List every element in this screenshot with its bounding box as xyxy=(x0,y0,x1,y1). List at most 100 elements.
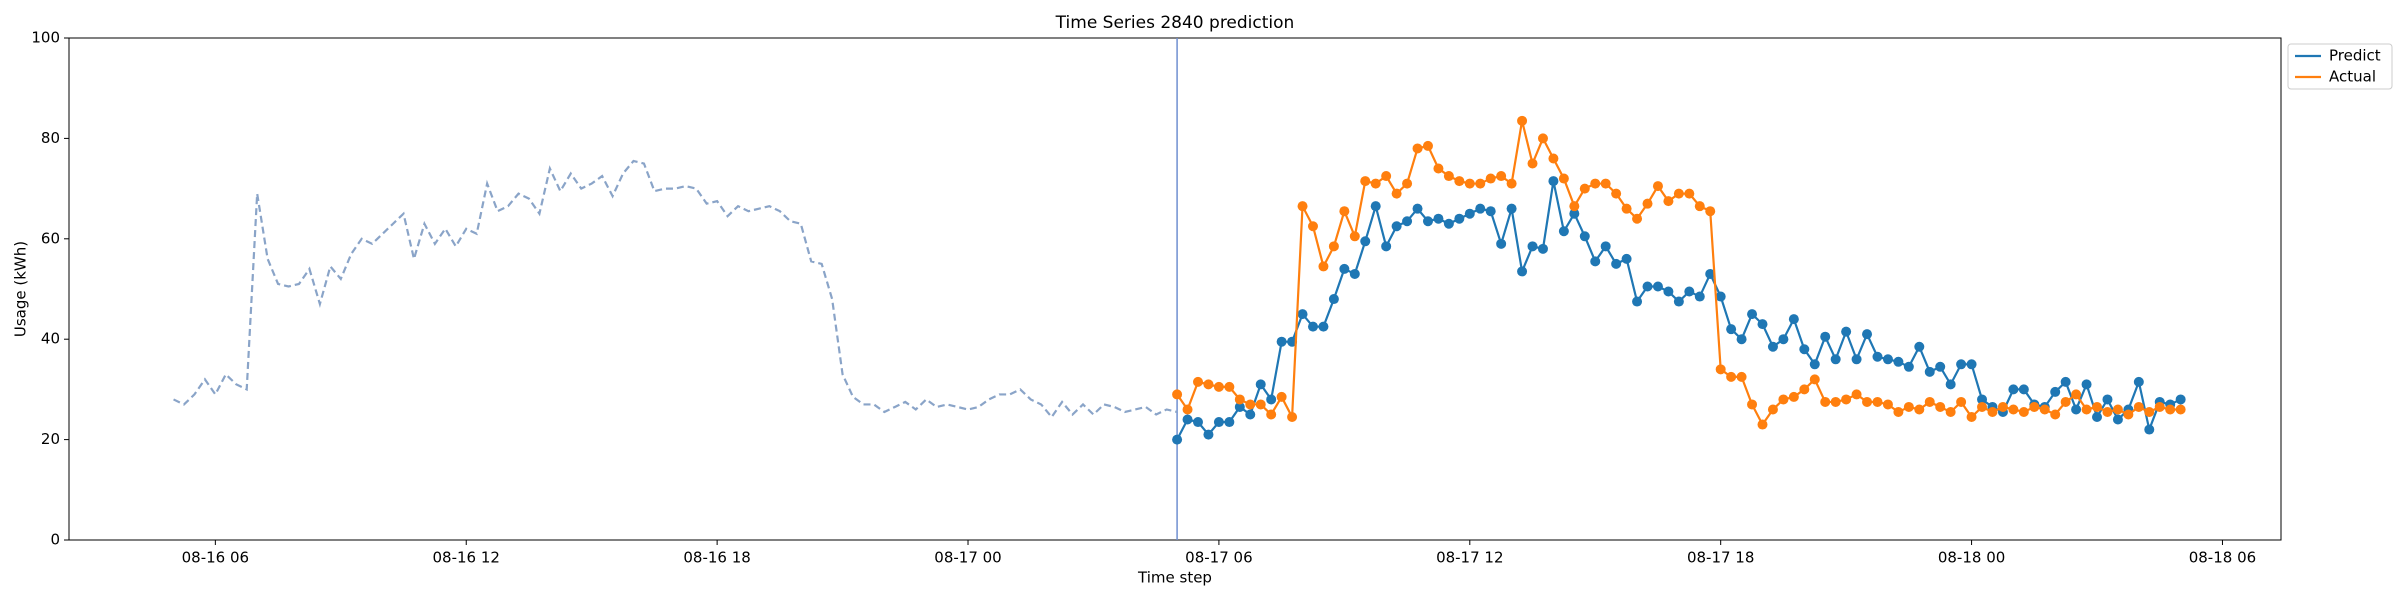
point xyxy=(1590,178,1601,189)
x-tick-label: 08-17 12 xyxy=(1436,549,1503,567)
point xyxy=(1412,143,1423,154)
point xyxy=(1820,331,1831,342)
point xyxy=(1276,336,1287,347)
point xyxy=(1799,384,1810,395)
point xyxy=(1914,404,1925,415)
point xyxy=(1590,256,1601,267)
point xyxy=(1694,291,1705,302)
point xyxy=(1715,291,1726,302)
point xyxy=(1192,417,1203,428)
point xyxy=(2133,376,2144,387)
chart-title: Time Series 2840 prediction xyxy=(1055,13,1295,33)
point xyxy=(1287,412,1298,423)
point xyxy=(1851,354,1862,365)
point xyxy=(1830,354,1841,365)
point xyxy=(2112,404,2123,415)
point xyxy=(1537,133,1548,144)
point xyxy=(1297,309,1308,320)
point xyxy=(1663,286,1674,297)
point xyxy=(1548,176,1559,187)
point xyxy=(1945,406,1956,417)
y-tick-label: 60 xyxy=(41,229,60,247)
x-tick-label: 08-18 06 xyxy=(2189,549,2256,567)
y-tick-label: 40 xyxy=(41,330,60,348)
point xyxy=(1381,241,1392,252)
point xyxy=(1788,391,1799,402)
point xyxy=(1652,281,1663,292)
point xyxy=(1747,309,1758,320)
point xyxy=(1506,178,1517,189)
point xyxy=(1945,379,1956,390)
point xyxy=(2071,404,2082,415)
point xyxy=(1621,253,1632,264)
x-tick-label: 08-17 18 xyxy=(1687,549,1754,567)
point xyxy=(1632,296,1643,307)
point xyxy=(1485,173,1496,184)
point xyxy=(2071,389,2082,400)
point xyxy=(1757,319,1768,330)
point xyxy=(1956,396,1967,407)
point xyxy=(2092,412,2103,423)
point xyxy=(1370,201,1381,212)
point xyxy=(1203,429,1214,440)
point xyxy=(1809,359,1820,370)
y-tick-label: 100 xyxy=(31,29,60,47)
point xyxy=(1715,364,1726,375)
point xyxy=(1903,401,1914,412)
point xyxy=(1391,221,1402,232)
point xyxy=(1767,341,1778,352)
point xyxy=(1663,196,1674,207)
point xyxy=(2018,384,2029,395)
point xyxy=(1799,344,1810,355)
point xyxy=(1757,419,1768,430)
point xyxy=(1475,178,1486,189)
point xyxy=(1862,329,1873,340)
point xyxy=(1705,206,1716,217)
point xyxy=(1569,201,1580,212)
point xyxy=(1527,158,1538,169)
point xyxy=(1433,213,1444,224)
point xyxy=(1600,178,1611,189)
point xyxy=(1736,334,1747,345)
point xyxy=(1213,381,1224,392)
point xyxy=(2050,386,2061,397)
point xyxy=(2144,406,2155,417)
point xyxy=(2060,396,2071,407)
y-tick-label: 80 xyxy=(41,129,60,147)
y-tick-label: 0 xyxy=(50,531,60,549)
point xyxy=(1213,417,1224,428)
point xyxy=(1841,394,1852,405)
point xyxy=(2133,401,2144,412)
point xyxy=(1402,216,1413,227)
point xyxy=(1977,394,1988,405)
point xyxy=(1266,394,1277,405)
point xyxy=(1956,359,1967,370)
point xyxy=(1893,356,1904,367)
point xyxy=(1673,296,1684,307)
point xyxy=(1851,389,1862,400)
point xyxy=(1924,366,1935,377)
point xyxy=(1684,286,1695,297)
point xyxy=(1496,238,1507,249)
point xyxy=(1903,361,1914,372)
point xyxy=(2102,394,2113,405)
point xyxy=(1454,213,1465,224)
point xyxy=(1997,401,2008,412)
point xyxy=(1778,334,1789,345)
point xyxy=(1684,188,1695,199)
line xyxy=(1176,180,2182,441)
point xyxy=(1726,371,1737,382)
legend-label: Predict xyxy=(2329,47,2381,65)
point xyxy=(2018,406,2029,417)
point xyxy=(2008,404,2019,415)
point xyxy=(1517,115,1528,126)
point xyxy=(1496,171,1507,182)
point xyxy=(1370,178,1381,189)
point xyxy=(1422,140,1433,151)
point xyxy=(1632,213,1643,224)
point xyxy=(1726,324,1737,335)
point xyxy=(1182,414,1193,425)
plot-frame xyxy=(68,37,2282,541)
point xyxy=(1914,341,1925,352)
